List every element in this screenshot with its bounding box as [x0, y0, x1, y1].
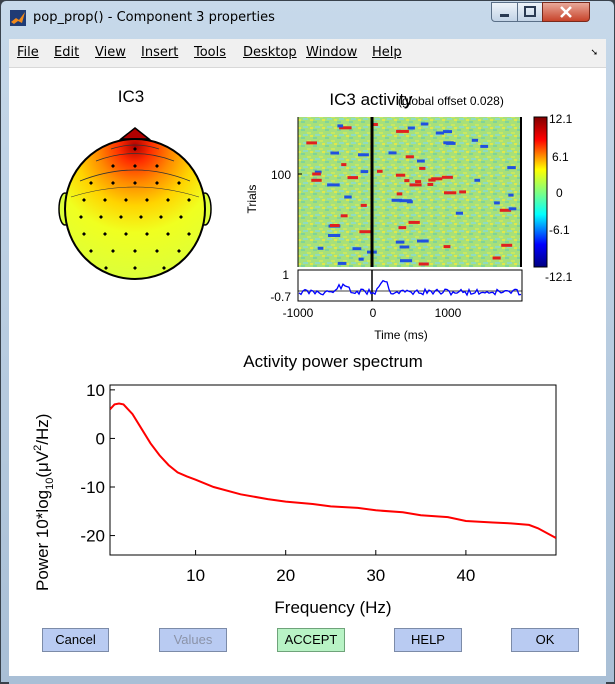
- help-button[interactable]: HELP: [394, 628, 462, 652]
- menu-edit[interactable]: Edit: [54, 45, 80, 60]
- maximize-button[interactable]: [517, 2, 543, 22]
- menu-file[interactable]: File: [17, 45, 39, 60]
- menu-insert[interactable]: Insert: [141, 45, 179, 60]
- menu-bar: File Edit View Insert Tools Desktop Wind…: [9, 39, 606, 68]
- window-bottom-border: [9, 676, 606, 684]
- menu-help[interactable]: Help: [372, 45, 402, 60]
- menu-tools[interactable]: Tools: [194, 45, 227, 60]
- matlab-icon: [10, 10, 26, 26]
- figure-canvas: [9, 68, 606, 676]
- close-button[interactable]: [542, 2, 590, 22]
- menu-desktop[interactable]: Desktop: [243, 45, 297, 60]
- menu-view[interactable]: View: [95, 45, 126, 60]
- dock-arrow-icon[interactable]: ➘: [590, 47, 598, 57]
- menu-window[interactable]: Window: [306, 45, 358, 60]
- minimize-button[interactable]: [491, 2, 518, 22]
- cancel-button[interactable]: Cancel: [42, 628, 109, 652]
- ok-button[interactable]: OK: [511, 628, 579, 652]
- window-title: pop_prop() - Component 3 properties: [33, 10, 275, 25]
- close-icon: [560, 6, 572, 18]
- values-button[interactable]: Values: [159, 628, 227, 652]
- title-bar[interactable]: pop_prop() - Component 3 properties: [1, 1, 614, 34]
- minimize-icon: [500, 14, 509, 17]
- accept-button[interactable]: ACCEPT: [277, 628, 345, 652]
- maximize-icon: [524, 6, 536, 17]
